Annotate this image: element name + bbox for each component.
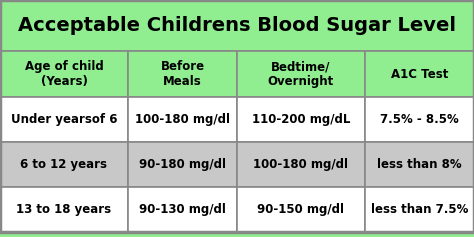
- Bar: [237, 51, 365, 97]
- Text: Acceptable Childrens Blood Sugar Level: Acceptable Childrens Blood Sugar Level: [18, 16, 456, 35]
- Text: A1C Test: A1C Test: [391, 68, 448, 81]
- Bar: [0, 0, 474, 51]
- Bar: [128, 97, 237, 142]
- Text: 90-130 mg/dl: 90-130 mg/dl: [139, 203, 226, 216]
- Text: Under yearsof 6: Under yearsof 6: [11, 113, 117, 126]
- Bar: [365, 51, 474, 97]
- Text: 6 to 12 years: 6 to 12 years: [20, 158, 108, 171]
- Bar: [365, 187, 474, 232]
- Bar: [0, 51, 128, 97]
- Bar: [0, 142, 128, 187]
- Text: less than 8%: less than 8%: [377, 158, 462, 171]
- Bar: [0, 97, 128, 142]
- Text: 100-180 mg/dl: 100-180 mg/dl: [135, 113, 230, 126]
- Text: 110-200 mg/dL: 110-200 mg/dL: [252, 113, 350, 126]
- Text: 7.5% - 8.5%: 7.5% - 8.5%: [380, 113, 459, 126]
- Text: Age of child
(Years): Age of child (Years): [25, 60, 103, 88]
- Bar: [0, 187, 128, 232]
- Text: 90-150 mg/dl: 90-150 mg/dl: [257, 203, 345, 216]
- Text: 100-180 mg/dl: 100-180 mg/dl: [254, 158, 348, 171]
- Bar: [237, 142, 365, 187]
- Bar: [237, 187, 365, 232]
- Text: Bedtime/
Overnight: Bedtime/ Overnight: [268, 60, 334, 88]
- Text: less than 7.5%: less than 7.5%: [371, 203, 468, 216]
- Bar: [128, 142, 237, 187]
- Bar: [365, 142, 474, 187]
- Text: Before
Meals: Before Meals: [160, 60, 205, 88]
- Bar: [237, 97, 365, 142]
- Text: 90-180 mg/dl: 90-180 mg/dl: [139, 158, 226, 171]
- Bar: [128, 187, 237, 232]
- Bar: [365, 97, 474, 142]
- Text: 13 to 18 years: 13 to 18 years: [17, 203, 111, 216]
- Bar: [128, 51, 237, 97]
